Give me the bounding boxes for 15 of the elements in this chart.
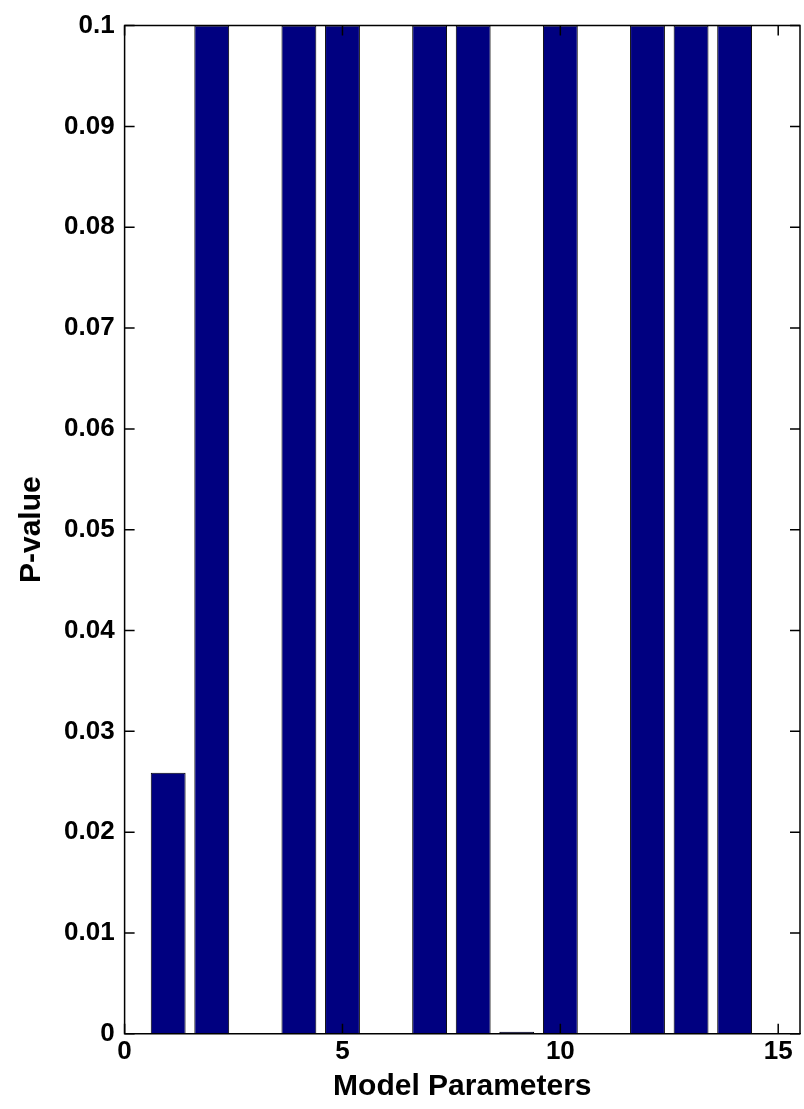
y-tick-label: 0.03 [63,714,115,745]
x-axis-title: Model Parameters [333,1068,592,1102]
y-tick-label: 0.04 [63,613,116,644]
y-tick-label: 0.08 [63,210,115,241]
y-tick-label: 0.02 [63,815,115,846]
y-tick-label: 0.09 [63,109,115,140]
y-axis-title: P-value [13,476,47,584]
y-tick-label: 0.06 [63,412,115,443]
y-tick-label: 0.01 [63,916,115,947]
y-tick-label: 0.1 [78,8,115,39]
y-tick-label: 0.07 [63,311,115,342]
x-tick-label: 10 [545,1034,575,1065]
x-tick-label: 5 [335,1034,350,1065]
x-tick-label: 15 [763,1034,793,1065]
y-tick-label: 0.05 [63,512,115,543]
